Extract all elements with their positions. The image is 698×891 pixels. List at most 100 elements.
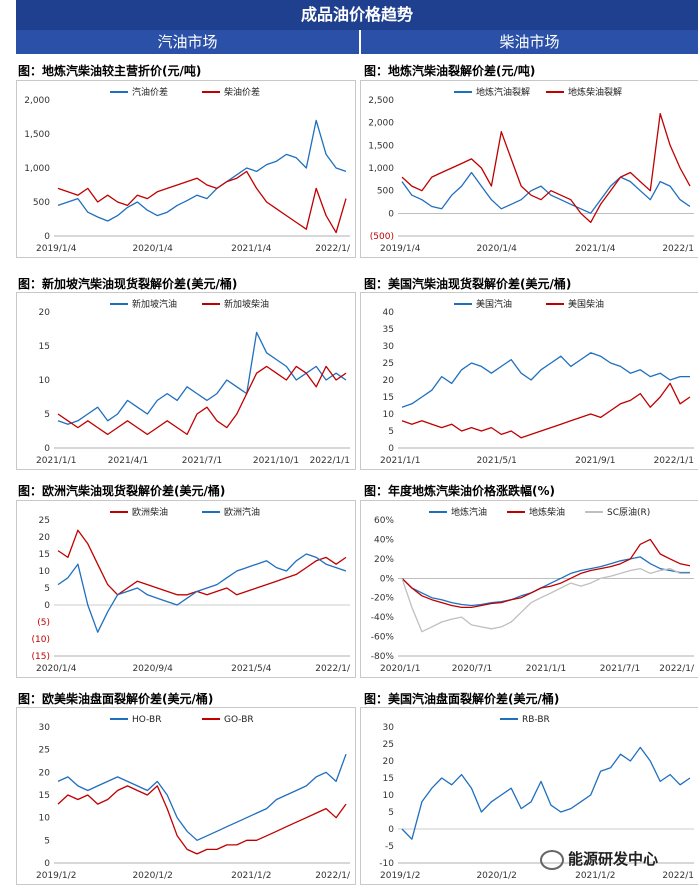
chart-c4: 40 35 30 25 20 15 10 5 0 2021/1/1 2021/5/1 2021/9/1… (360, 292, 698, 470)
x-tick-label: 2020/1/4 (132, 244, 173, 254)
y-tick-label: 5 (44, 836, 50, 846)
chart-c1: 2,000 1,500 1,000 500 0 2019/1/4 2020/1/4 2021/… (16, 80, 356, 258)
x-tick-label: 2021/1/1 (36, 456, 76, 466)
y-tick-label: 20% (374, 555, 394, 565)
y-tick-label: 20 (39, 768, 51, 778)
y-tick-label: 10 (39, 814, 51, 824)
y-tick-label: 0 (44, 444, 50, 454)
chart-title-c3: 图：新加坡汽柴油现货裂解价差(美元/桶) (18, 277, 238, 291)
chart-title-c4: 图：美国汽柴油现货裂解价差(美元/桶) (364, 277, 572, 291)
y-tick-label: 5 (44, 584, 50, 594)
y-tick-label: 15 (39, 342, 50, 352)
x-tick-label: 2022/1/1 (310, 456, 350, 466)
y-tick-label: 20 (39, 533, 51, 543)
y-tick-label: -40% (371, 613, 395, 623)
legend-label: 地炼汽油 (451, 506, 487, 518)
legend-label: 美国柴油 (568, 298, 604, 310)
legend-label: 地炼柴油 (529, 506, 565, 518)
x-tick-label: 2020/1/2 (132, 871, 172, 881)
wechat-icon (540, 849, 564, 870)
watermark-text: 能源研发中心 (568, 850, 659, 868)
series-line-1 (401, 556, 690, 607)
x-tick-label: 2021/1/2 (231, 871, 271, 881)
y-tick-label: 1,000 (368, 164, 394, 174)
series-line-2 (57, 553, 347, 633)
y-tick-label: 10 (39, 376, 51, 386)
y-tick-label: 10 (39, 567, 51, 577)
chart-svg-c4: 40 35 30 25 20 15 10 5 0 2021/1/1 2021/5/1 2021/9/1… (360, 292, 698, 470)
y-tick-label: (500) (370, 232, 394, 242)
y-tick-label: 15 (39, 791, 50, 801)
x-tick-label: 2020/1/2 (476, 871, 516, 881)
legend-label: 新加坡柴油 (224, 298, 269, 310)
y-tick-label: -10 (379, 859, 394, 869)
y-tick-label: 500 (33, 198, 50, 208)
y-tick-label: 60% (374, 516, 394, 526)
gasoline-market-header: 汽油市场 (16, 30, 359, 54)
chart-c8: 30 25 20 15 10 5 0 -5 -10 2019/1/2 2020/1/2 2021/1/… (360, 707, 698, 885)
series-line-2 (401, 112, 691, 224)
x-tick-label: 2021/1/4 (575, 244, 616, 254)
x-tick-label: 2021/10/1 (253, 456, 299, 466)
chart-svg-c7: 30 25 20 15 10 5 0 2019/1/2 2020/1/2 2021/1/2 2022… (16, 707, 356, 885)
watermark: 能源研发中心 (540, 848, 658, 870)
diesel-market-header: 柴油市场 (361, 30, 698, 54)
x-tick-label: 2021/7/1 (600, 664, 640, 674)
legend-label: 新加坡汽油 (132, 298, 177, 310)
y-tick-label: 20 (39, 308, 51, 318)
y-tick-label: 0 (388, 209, 394, 219)
y-tick-label: -20% (371, 594, 395, 604)
y-tick-label: -60% (371, 633, 395, 643)
legend-label: 欧洲汽油 (224, 506, 260, 518)
y-tick-label: 30 (383, 723, 395, 733)
y-tick-label: 35 (383, 325, 394, 335)
y-tick-label: 1,500 (368, 141, 394, 151)
legend-label: 欧洲柴油 (132, 506, 168, 518)
series-line-2 (401, 382, 691, 439)
chart-svg-c5: 25 20 15 10 5 0 (5) (10) (15) 2020/1/4 2020/9/4 202… (16, 500, 356, 678)
x-tick-label: 2022/1/ (315, 664, 351, 674)
y-tick-label: 2,000 (368, 119, 394, 129)
x-tick-label: 2021/1/1 (380, 456, 420, 466)
chart-c2: 2,500 2,000 1,500 1,000 500 0 (500) 2019/1/4 202… (360, 80, 698, 258)
x-tick-label: 2021/5/4 (231, 664, 272, 674)
y-tick-label: 40% (374, 535, 394, 545)
y-tick-label: 25 (383, 740, 394, 750)
chart-c5: 25 20 15 10 5 0 (5) (10) (15) 2020/1/4 2020/9/4 202… (16, 500, 356, 678)
legend-label: 美国汽油 (476, 298, 512, 310)
y-tick-label: (5) (37, 618, 50, 628)
legend-label: GO-BR (224, 715, 254, 725)
x-tick-label: 2021/5/1 (476, 456, 516, 466)
y-tick-label: 0% (380, 574, 395, 584)
x-tick-label: 2020/7/1 (452, 664, 492, 674)
x-tick-label: 2019/1/2 (380, 871, 420, 881)
y-tick-label: (10) (32, 635, 50, 645)
chart-c6: 60% 40% 20% 0% -20% -40% -60% -80% 2020/1/1 2020/… (360, 500, 698, 678)
chart-c7: 30 25 20 15 10 5 0 2019/1/2 2020/1/2 2021/1/2 2022… (16, 707, 356, 885)
series-line-3 (401, 567, 690, 633)
y-tick-label: 25 (383, 359, 394, 369)
y-tick-label: 15 (383, 774, 394, 784)
y-tick-label: 0 (44, 232, 50, 242)
y-tick-label: 500 (377, 187, 394, 197)
x-tick-label: 2022/1 (662, 871, 694, 881)
series-line-1 (401, 746, 691, 840)
legend-label: 汽油价差 (132, 86, 168, 98)
y-tick-label: 0 (388, 825, 394, 835)
y-tick-label: 15 (383, 393, 394, 403)
y-tick-label: 5 (44, 410, 50, 420)
series-line-2 (57, 170, 347, 234)
legend-label: 地炼汽油裂解 (476, 86, 530, 98)
y-tick-label: 0 (44, 601, 50, 611)
chart-title-c5: 图：欧洲汽柴油现货裂解价差(美元/桶) (18, 484, 226, 498)
y-tick-label: -80% (371, 652, 395, 662)
chart-title-c6: 图：年度地炼汽柴油价格涨跌幅(%) (364, 484, 555, 498)
y-tick-label: 30 (39, 723, 51, 733)
series-line-1 (57, 331, 347, 425)
series-line-2 (401, 538, 691, 609)
legend-label: SC原油(R) (607, 506, 650, 518)
x-tick-label: 2022/1/1 (654, 456, 694, 466)
y-tick-label: 0 (388, 444, 394, 454)
legend-label: RB-BR (522, 715, 550, 725)
x-tick-label: 2021/7/1 (182, 456, 222, 466)
